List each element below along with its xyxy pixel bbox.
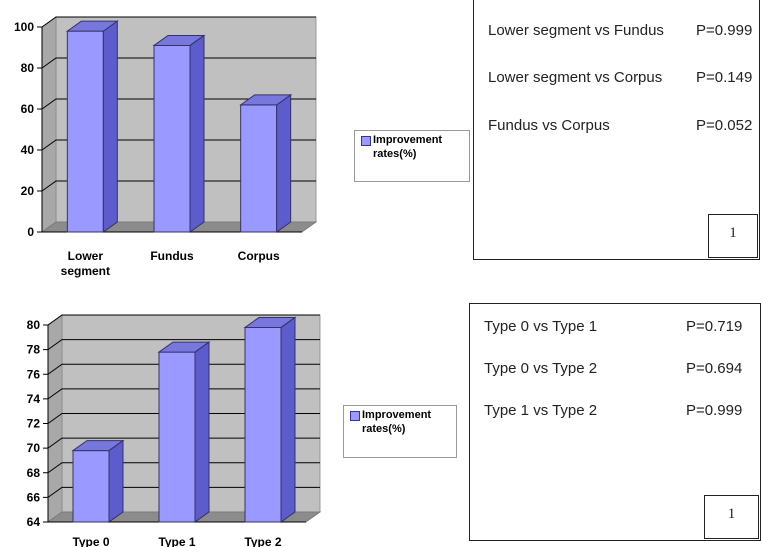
gridline: [41, 57, 316, 69]
gridline: [47, 339, 320, 351]
legend-label: Improvement rates(%): [362, 409, 432, 435]
bar-chart-type: 64 66 68 70 72 74 76 78 80 Type 0 Type 1 Type 2: [27, 314, 322, 547]
plot-side-wall: [41, 16, 57, 233]
gridline: [41, 98, 316, 110]
y-tick-label: 78: [27, 343, 41, 357]
bar: [153, 44, 191, 233]
gridline: [41, 180, 316, 192]
y-tick-label: 100: [14, 20, 34, 34]
y-tick-label: 74: [27, 392, 41, 406]
y-tick-label: 60: [21, 102, 35, 116]
x-tick-label: Corpus: [238, 249, 280, 263]
panel-number: 1: [704, 495, 759, 539]
bar-top: [157, 341, 211, 353]
y-tick-label: 76: [27, 367, 41, 381]
gridline: [47, 363, 320, 375]
comparison-p-value: P=0.999: [696, 22, 753, 39]
gridline: [47, 314, 320, 326]
y-tick-label: 70: [27, 441, 41, 455]
gridline: [47, 413, 320, 424]
chart-legend: Improvement rates(%): [354, 130, 470, 182]
legend-label: Improvement rates(%): [373, 134, 443, 160]
bar: [244, 326, 282, 523]
comparison-label: Lower segment vs Corpus: [488, 69, 663, 86]
comparison-label: Type 0 vs Type 1: [484, 318, 598, 335]
x-tick-label: Type 2: [244, 535, 281, 547]
x-tick-label: Type 1: [158, 535, 195, 547]
comparison-p-value: P=0.719: [686, 318, 743, 335]
comparison-p-value: P=0.149: [696, 69, 753, 86]
bar: [240, 104, 278, 233]
chart-location: 0 20 40 60 80 100 Lower segment Fundus Corpus: [0, 0, 340, 290]
comparison-p-value: P=0.999: [686, 402, 743, 419]
chart-type: 64 66 68 70 72 74 76 78 80 Type 0 Type 1 Type 2: [0, 305, 340, 547]
panel-number: 1: [708, 214, 758, 258]
legend-swatch: [361, 136, 371, 146]
bar-top: [71, 440, 125, 452]
y-tick-label: 72: [27, 417, 41, 431]
bar-side: [276, 93, 292, 233]
gridline: [47, 437, 320, 449]
comparison-panel-location: Lower segment vs Fundus P=0.999 Lower se…: [473, 0, 760, 260]
x-tick-label: Fundus: [150, 249, 194, 263]
x-tick-label: Type 0: [72, 535, 109, 547]
y-tick-label: 80: [27, 318, 41, 332]
bar-side: [108, 439, 124, 523]
y-tick-label: 66: [27, 490, 41, 504]
bar-side: [102, 20, 118, 233]
gridline: [47, 462, 320, 474]
comparison-label: Type 1 vs Type 2: [484, 402, 598, 419]
bar: [158, 351, 196, 523]
gridline: [41, 139, 316, 151]
gridline: [41, 16, 316, 28]
gridline: [47, 486, 320, 498]
y-tick-label: 68: [27, 466, 41, 480]
comparison-p-value: P=0.694: [686, 360, 743, 377]
bar-top: [152, 34, 206, 46]
bar-side: [280, 316, 296, 523]
bar-side: [194, 341, 210, 523]
comparison-p-value: P=0.052: [696, 117, 753, 134]
y-tick-label: 0: [27, 225, 34, 239]
y-tick-label: 40: [21, 143, 35, 157]
bar-top: [243, 316, 297, 328]
x-tick-label: Lower: [68, 249, 104, 263]
y-tick-label: 64: [27, 515, 41, 529]
comparison-panel-type: Type 0 vs Type 1 P=0.719 Type 0 vs Type …: [469, 303, 761, 541]
comparison-label: Type 0 vs Type 2: [484, 360, 598, 377]
y-tick-label: 80: [21, 61, 35, 75]
gridline: [47, 388, 320, 400]
legend-swatch: [350, 411, 360, 421]
comparison-label: Lower segment vs Fundus: [488, 22, 664, 39]
bar: [72, 450, 110, 523]
bar: [66, 30, 104, 233]
chart-legend: Improvement rates(%): [343, 405, 457, 458]
comparison-label: Fundus vs Corpus: [488, 117, 610, 134]
bar-side: [189, 34, 205, 233]
bar-top: [239, 94, 293, 106]
bar-top: [65, 20, 119, 32]
y-tick-label: 20: [21, 184, 35, 198]
x-tick-label: segment: [61, 264, 110, 278]
